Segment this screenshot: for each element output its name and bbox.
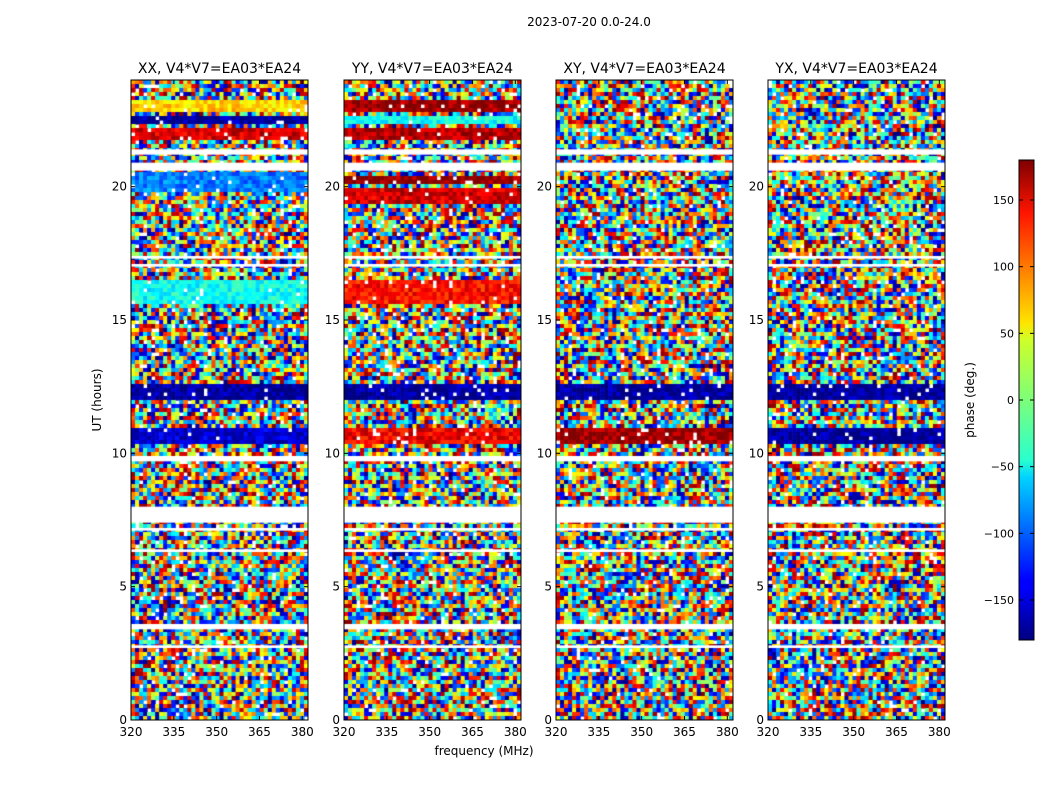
- x-tick-label: 335: [375, 725, 398, 739]
- x-tick-label: 320: [333, 725, 356, 739]
- axes-frame: [130, 79, 309, 721]
- y-tick-label: 5: [119, 580, 127, 594]
- x-tick-label: 365: [461, 725, 484, 739]
- y-tick-label: 10: [749, 446, 764, 460]
- y-tick-label: 5: [544, 580, 552, 594]
- x-tick-label: 350: [842, 725, 865, 739]
- y-tick-label: 0: [756, 713, 764, 727]
- panel-2: YY, V4*V7=EA03*EA24 320 335 350 365 380 0 5 10 15…: [325, 61, 527, 739]
- panel-title: XY, V4*V7=EA03*EA24: [563, 61, 725, 77]
- colorbar-label: phase (deg.): [963, 362, 977, 438]
- x-axis-label: frequency (MHz): [434, 744, 533, 758]
- x-tick-label: 335: [587, 725, 610, 739]
- x-tick-label: 380: [504, 725, 527, 739]
- phase-heatmap-2: [344, 80, 521, 720]
- x-tick-label: 335: [799, 725, 822, 739]
- x-tick-label: 380: [928, 725, 951, 739]
- y-tick-label: 15: [325, 313, 340, 327]
- y-tick-label: 10: [537, 446, 552, 460]
- colorbar-tick-label: −100: [984, 527, 1014, 540]
- axes-frame: [767, 79, 946, 721]
- y-tick-label: 5: [756, 580, 764, 594]
- y-tick-label: 15: [112, 313, 127, 327]
- figure-suptitle: 2023-07-20 0.0-24.0: [527, 15, 651, 29]
- x-tick-label: 380: [716, 725, 739, 739]
- x-tick-label: 380: [291, 725, 314, 739]
- colorbar-tick-label: 50: [1000, 327, 1014, 340]
- y-tick-label: 15: [749, 313, 764, 327]
- y-tick-label: 0: [544, 713, 552, 727]
- panel-title: XX, V4*V7=EA03*EA24: [138, 61, 301, 77]
- x-tick-label: 350: [205, 725, 228, 739]
- y-tick-label: 15: [537, 313, 552, 327]
- x-tick-label: 320: [545, 725, 568, 739]
- y-tick-label: 20: [749, 180, 764, 194]
- phase-heatmap-1: [131, 80, 308, 720]
- y-tick-label: 20: [325, 180, 340, 194]
- y-tick-label: 5: [332, 580, 340, 594]
- x-tick-label: 350: [418, 725, 441, 739]
- panel-1: XX, V4*V7=EA03*EA24 320 335 350 365 380 0 5 10 15…: [112, 61, 314, 739]
- y-axis-label: UT (hours): [90, 368, 104, 431]
- colorbar-tick-label: −150: [984, 594, 1014, 607]
- y-tick-label: 20: [537, 180, 552, 194]
- x-tick-label: 350: [630, 725, 653, 739]
- x-tick-label: 335: [162, 725, 185, 739]
- phase-heatmap-4: [768, 80, 945, 720]
- axes-frame: [343, 79, 522, 721]
- y-tick-label: 0: [332, 713, 340, 727]
- y-tick-label: 0: [119, 713, 127, 727]
- axes-frame: [555, 79, 734, 721]
- x-tick-label: 320: [120, 725, 143, 739]
- y-tick-label: 10: [112, 446, 127, 460]
- x-tick-label: 320: [757, 725, 780, 739]
- panel-3: XY, V4*V7=EA03*EA24 320 335 350 365 380 0 5 10 15…: [537, 61, 739, 739]
- panel-title: YY, V4*V7=EA03*EA24: [351, 61, 513, 77]
- panel-4: YX, V4*V7=EA03*EA24 320 335 350 365 380 0 5 10 15…: [749, 61, 951, 739]
- y-tick-label: 20: [112, 180, 127, 194]
- x-tick-label: 365: [673, 725, 696, 739]
- colorbar: phase (deg.) 150 100 50 0 −50 −100 −150: [963, 159, 1035, 641]
- colorbar-tick-label: 100: [993, 261, 1014, 274]
- phase-heatmap-3: [556, 80, 733, 720]
- y-tick-label: 10: [325, 446, 340, 460]
- colorbar-tick-label: 150: [993, 194, 1014, 207]
- x-tick-label: 365: [248, 725, 271, 739]
- x-tick-label: 365: [885, 725, 908, 739]
- colorbar-tick-label: 0: [1007, 394, 1014, 407]
- panel-title: YX, V4*V7=EA03*EA24: [774, 61, 937, 77]
- panels-group: XX, V4*V7=EA03*EA24 320 335 350 365 380 0 5 10 15…: [112, 61, 951, 739]
- colorbar-tick-label: −50: [991, 461, 1014, 474]
